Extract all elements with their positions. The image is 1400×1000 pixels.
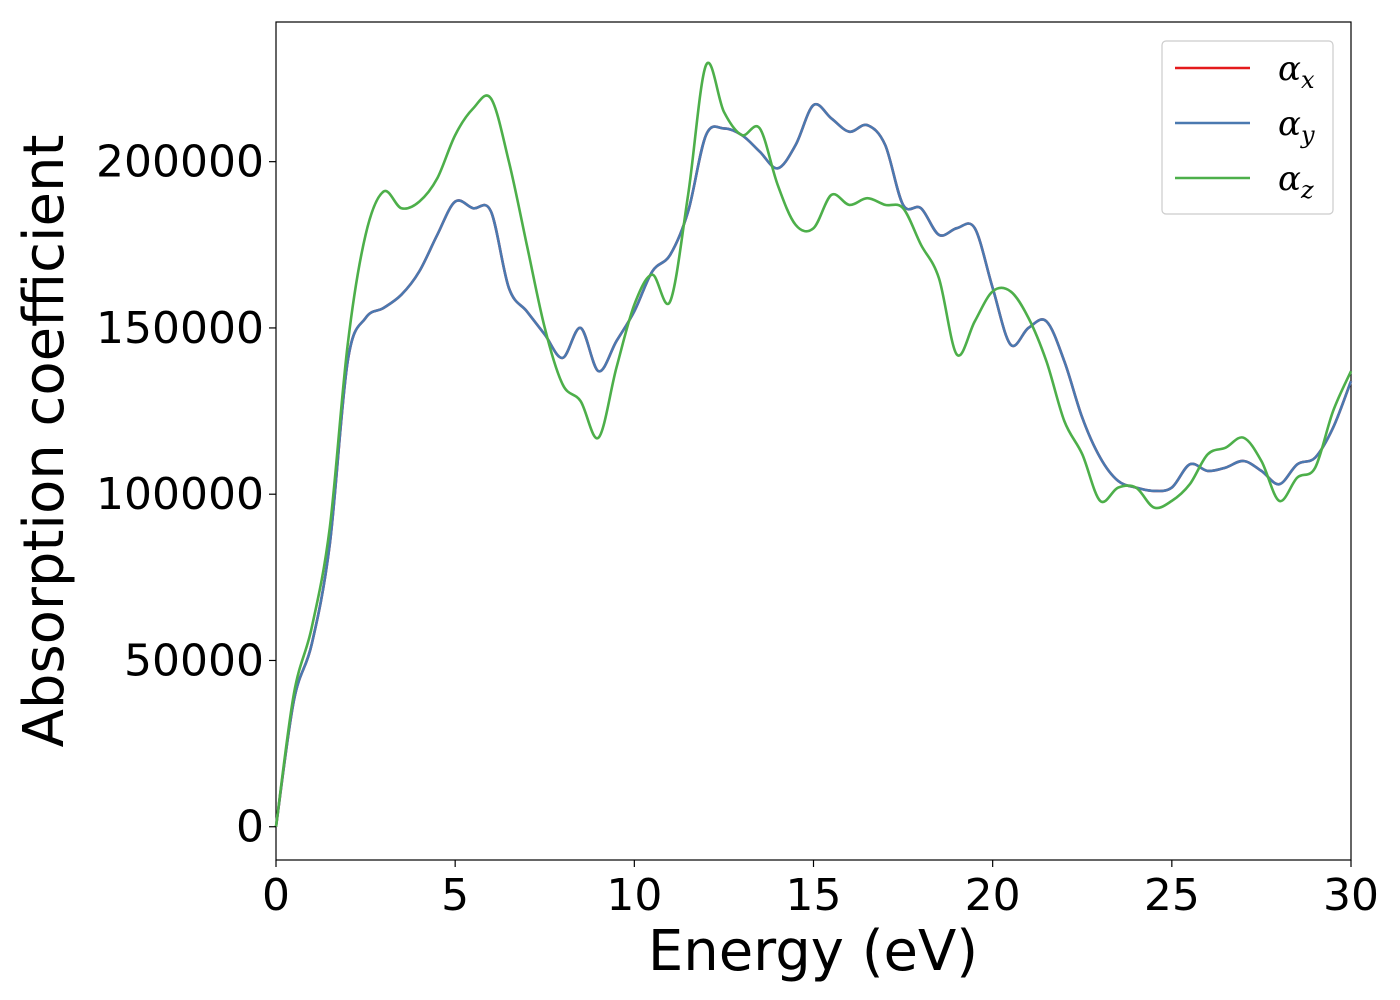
x-tick-label: 10	[606, 870, 662, 921]
y-axis-title: Absorption coefficient	[12, 135, 77, 748]
x-axis-title: Energy (eV)	[648, 919, 978, 984]
x-tick-label: 0	[262, 870, 290, 921]
x-tick-label: 15	[786, 870, 842, 921]
y-axis-ticks: 0 50000 100000 150000 200000	[96, 137, 276, 853]
x-tick-label: 5	[441, 870, 469, 921]
x-tick-label: 20	[965, 870, 1021, 921]
legend-box	[1161, 40, 1334, 215]
x-axis-ticks: 0 5 10 15 20 25 30	[262, 860, 1379, 921]
y-tick-label: 50000	[124, 635, 264, 686]
series-line-y	[274, 102, 1353, 827]
series-line-z	[274, 61, 1353, 827]
y-tick-label: 200000	[96, 137, 264, 188]
x-tick-label: 25	[1144, 870, 1200, 921]
x-tick-label: 30	[1323, 870, 1379, 921]
y-tick-label: 100000	[96, 469, 264, 520]
y-tick-label: 150000	[96, 303, 264, 354]
y-tick-label: 0	[236, 802, 264, 853]
series-layer	[274, 61, 1353, 827]
